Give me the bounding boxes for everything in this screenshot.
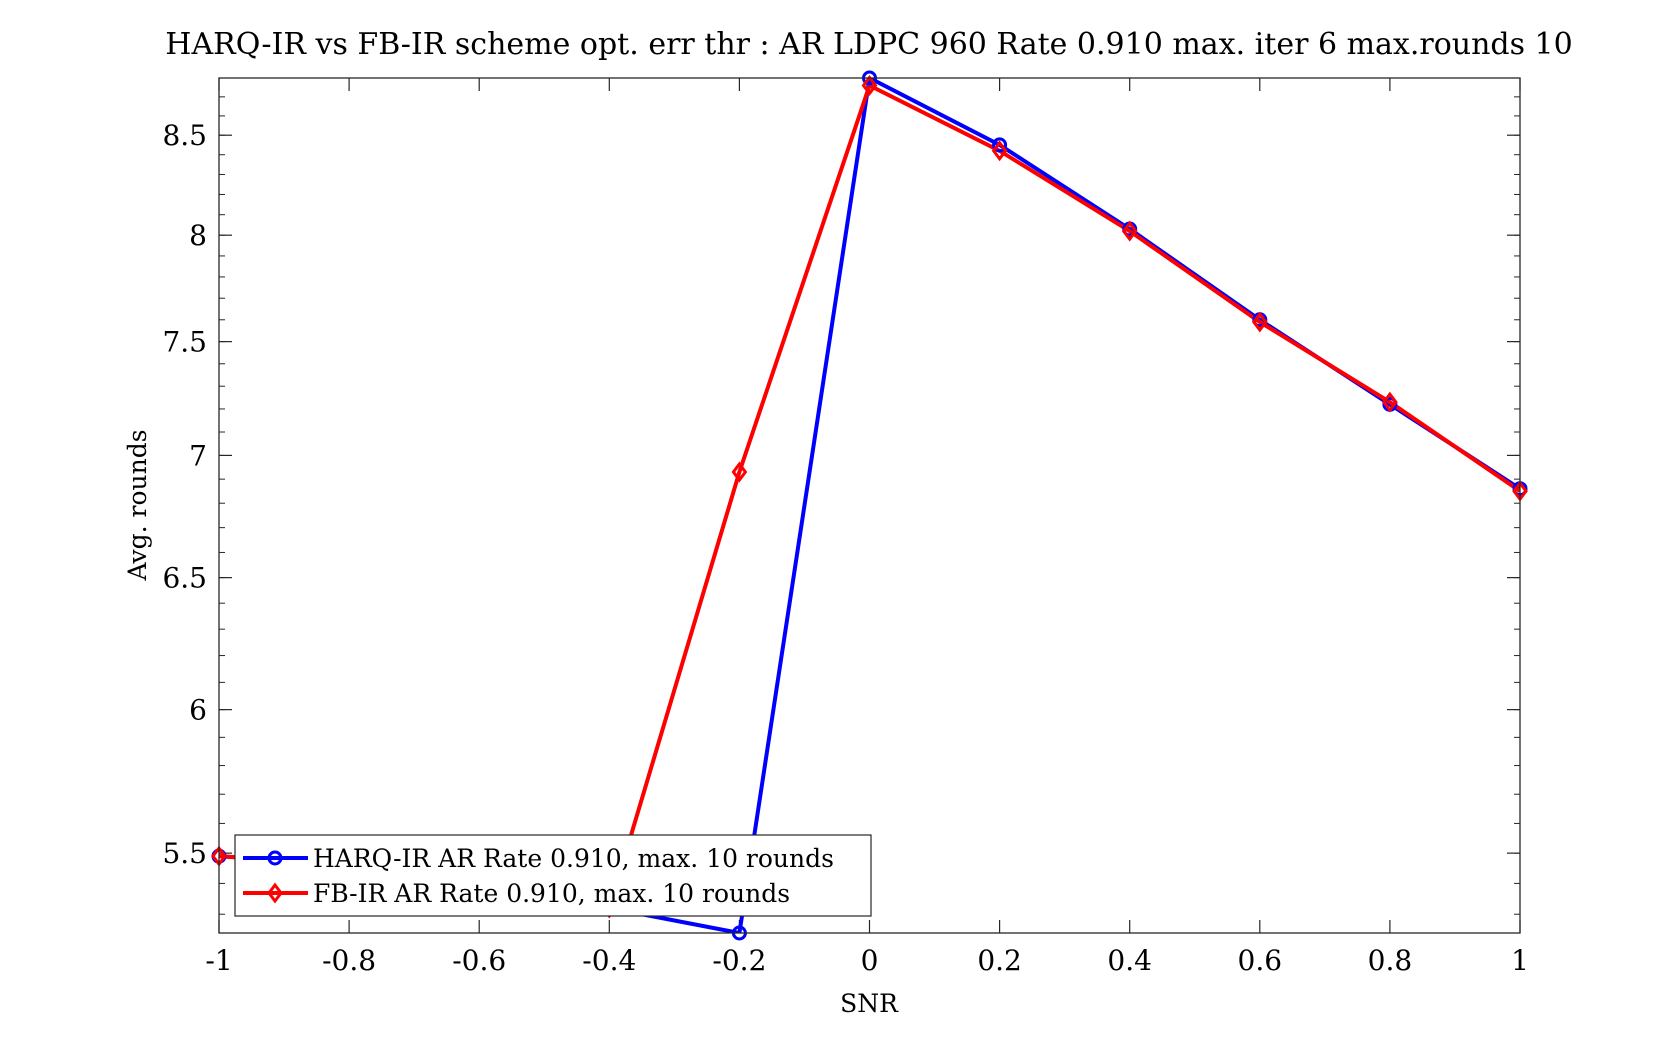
chart-title: HARQ-IR vs FB-IR scheme opt. err thr : A… — [165, 27, 1572, 62]
data-point-2 — [861, 75, 878, 97]
data-point-2 — [1121, 220, 1138, 242]
y-tick-label: 8.5 — [162, 119, 207, 152]
legend-box — [234, 834, 872, 917]
data-point-2 — [731, 461, 748, 483]
x-tick-label: 1 — [1511, 944, 1529, 977]
legend-swatch-marker — [267, 850, 283, 866]
data-point-2 — [991, 140, 1008, 162]
y-tick-label: 5.5 — [162, 837, 207, 870]
y-tick-label: 7.5 — [162, 326, 207, 359]
data-point-2 — [1382, 391, 1398, 413]
y-tick-label: 6.5 — [162, 562, 207, 595]
x-axis-label: SNR — [840, 989, 899, 1018]
plot-area — [219, 78, 1520, 933]
data-point-1 — [992, 137, 1008, 153]
legend-label: FB-IR AR Rate 0.910, max. 10 rounds — [313, 879, 790, 908]
x-axis-ticks: -1 -0.8 -0.6 -0.4 -0.2 0 0.2 0.4 0.6 0.8 1 — [205, 78, 1529, 977]
x-tick-label: -0.2 — [712, 944, 766, 977]
y-axis-ticks: 5.5 6 6.5 7 7.5 8 8.5 — [162, 119, 1520, 870]
x-tick-label: -0.8 — [322, 944, 376, 977]
data-point-2 — [1251, 311, 1268, 333]
x-tick-label: 0 — [861, 944, 879, 977]
plot-frame — [218, 77, 1521, 934]
legend-label: HARQ-IR AR Rate 0.910, max. 10 rounds — [313, 844, 834, 873]
x-tick-label: -0.6 — [452, 944, 506, 977]
x-tick-label: -0.4 — [582, 944, 636, 977]
y-axis-label: Avg. rounds — [123, 429, 152, 581]
legend: HARQ-IR AR Rate 0.910, max. 10 rounds FB-… — [234, 834, 872, 917]
legend-swatch-marker — [267, 882, 283, 904]
y-tick-label: 6 — [189, 694, 207, 727]
y-tick-label: 7 — [189, 439, 207, 472]
x-tick-label: 0.6 — [1238, 944, 1283, 977]
x-tick-label: 0.2 — [977, 944, 1022, 977]
x-tick-label: -1 — [205, 944, 232, 977]
x-tick-label: 0.8 — [1368, 944, 1413, 977]
y-tick-label: 8 — [189, 219, 207, 252]
x-tick-label: 0.4 — [1107, 944, 1152, 977]
